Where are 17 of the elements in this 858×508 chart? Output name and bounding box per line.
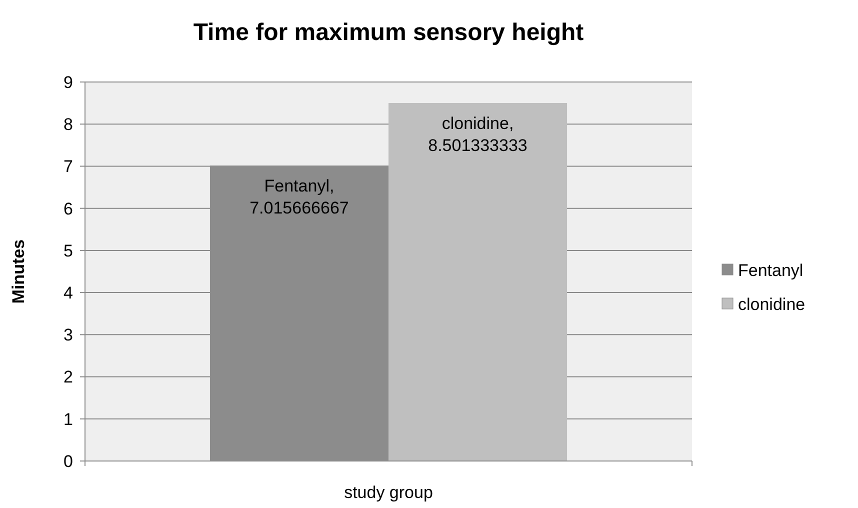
y-tick-label: 9 <box>64 72 73 92</box>
y-tick-label: 1 <box>64 410 73 429</box>
data-label: Fentanyl, 7.015666667 <box>250 176 349 218</box>
data-label: clonidine, 8.501333333 <box>428 114 528 155</box>
chart-title: Time for maximum sensory height <box>193 19 584 46</box>
y-tick-label: 8 <box>64 115 73 134</box>
x-axis-title: study group <box>344 483 433 502</box>
y-tick-label: 0 <box>64 452 73 471</box>
y-tick-label: 6 <box>64 199 73 218</box>
legend-label: clonidine <box>738 294 806 314</box>
y-tick-label: 4 <box>64 284 73 303</box>
y-tick-label: 2 <box>64 368 73 387</box>
y-tick-label: 5 <box>64 241 73 260</box>
y-tick-label: 3 <box>64 326 73 345</box>
legend-label: Fentanyl <box>738 260 804 280</box>
y-axis-title: Minutes <box>9 239 28 304</box>
y-tick-label: 7 <box>64 157 73 176</box>
